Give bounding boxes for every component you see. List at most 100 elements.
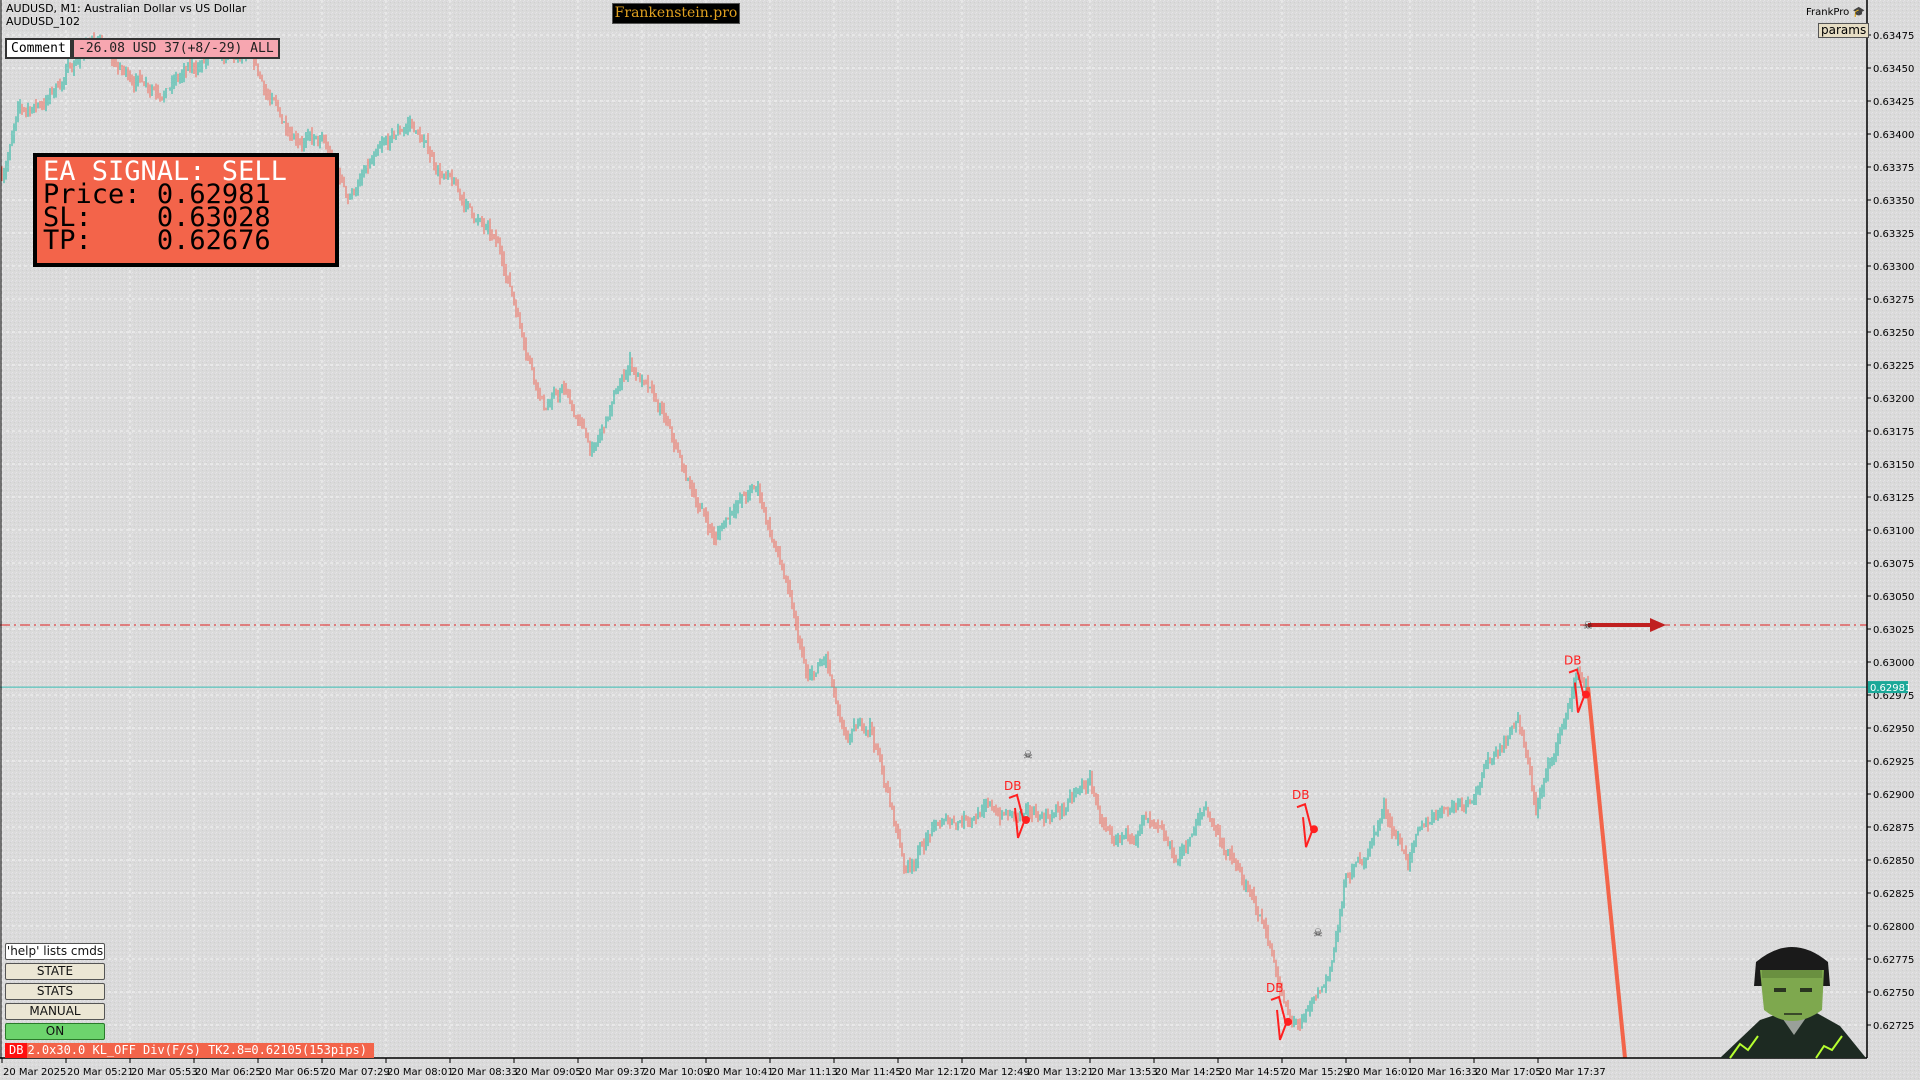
- brand-link[interactable]: Frankenstein.pro: [612, 3, 740, 24]
- sl-label: SL:: [43, 202, 92, 233]
- price-tick-label: 0.63000: [1873, 658, 1914, 669]
- time-tick-label: 20 Mar 08:01: [387, 1067, 454, 1078]
- tp-value: 0.62676: [156, 225, 271, 256]
- price-tick-label: 0.63425: [1873, 97, 1914, 108]
- state-button[interactable]: STATE: [5, 963, 105, 980]
- manual-button[interactable]: MANUAL: [5, 1003, 105, 1020]
- time-tick-label: 20 Mar 05:21: [67, 1067, 134, 1078]
- price-tick-label: 0.62800: [1873, 922, 1914, 933]
- current-price-label: 0.62981: [1870, 683, 1911, 694]
- time-tick-label: 20 Mar 13:21: [1027, 1067, 1094, 1078]
- price-tick-label: 0.63275: [1873, 295, 1914, 306]
- time-tick-label: 20 Mar 16:33: [1411, 1067, 1478, 1078]
- time-tick-label: 20 Mar 13:53: [1091, 1067, 1158, 1078]
- price-tick-label: 0.63050: [1873, 592, 1914, 603]
- symbol-line: AUDUSD, M1: Australian Dollar vs US Doll…: [6, 2, 247, 15]
- price-tick-label: 0.62875: [1873, 823, 1914, 834]
- price-tick-label: 0.63225: [1873, 361, 1914, 372]
- graduation-cap-icon: 🎓: [1852, 7, 1865, 18]
- pattern-dot: [1310, 825, 1318, 834]
- sl-arrow-head-icon: [1650, 618, 1666, 633]
- time-tick-label: 20 Mar 10:41: [707, 1067, 774, 1078]
- pattern-label: DB: [1266, 981, 1283, 995]
- price-tick-label: 0.63025: [1873, 625, 1914, 636]
- frankenstein-portrait: [1720, 947, 1866, 1059]
- params-button[interactable]: params: [1818, 23, 1870, 38]
- pattern-label: DB: [1564, 654, 1581, 668]
- pattern-dot: [1582, 690, 1590, 699]
- time-tick-label: 20 Mar 14:25: [1155, 1067, 1222, 1078]
- price-tick-label: 0.63450: [1873, 64, 1914, 75]
- price-tick-label: 0.63325: [1873, 229, 1914, 240]
- help-command-input[interactable]: 'help' lists cmds: [5, 943, 105, 960]
- price-tick-label: 0.63350: [1873, 196, 1914, 207]
- time-tick-label: 20 Mar 17:37: [1539, 1067, 1606, 1078]
- grid: [0, 0, 1867, 1058]
- status-text: 2.0x30.0 KL_OFF Div(F/S) TK2.8=0.62105(1…: [27, 1043, 368, 1057]
- price-tick-label: 0.62950: [1873, 724, 1914, 735]
- time-tick-label: 20 Mar 11:13: [771, 1067, 838, 1078]
- price-tick-label: 0.62725: [1873, 1021, 1914, 1032]
- time-tick-label: 20 Mar 12:49: [963, 1067, 1030, 1078]
- db-tag: DB: [5, 1043, 28, 1058]
- sell-trade-line: [1586, 686, 1627, 1059]
- time-tick-label: 20 Mar 08:33: [451, 1067, 518, 1078]
- skull-icon: ☠: [1313, 927, 1323, 940]
- frankpro-text: FrankPro: [1806, 7, 1850, 18]
- skull-icon: ☠: [1023, 748, 1033, 761]
- time-tick-label: 20 Mar 12:17: [899, 1067, 966, 1078]
- pnl-summary: -26.08 USD 37(+8/-29) ALL: [72, 38, 280, 59]
- ea-signal-panel: EA SIGNAL: SELL Price: 0.62981 SL: 0.630…: [33, 153, 339, 267]
- price-tick-label: 0.62825: [1873, 889, 1914, 900]
- time-tick-label: 20 Mar 09:37: [579, 1067, 646, 1078]
- pattern-dot: [1284, 1017, 1292, 1026]
- signal-price-row: Price: 0.62981: [43, 181, 335, 208]
- price-value: 0.62981: [156, 179, 271, 210]
- signal-title: EA SIGNAL: SELL: [43, 156, 287, 187]
- price-tick-label: 0.62925: [1873, 757, 1914, 768]
- time-tick-label: 20 Mar 06:57: [259, 1067, 326, 1078]
- pattern-dot: [1022, 815, 1030, 824]
- skull-icon: ☠: [1583, 619, 1593, 632]
- pattern-label: DB: [1292, 788, 1309, 802]
- price-label: Price:: [43, 179, 141, 210]
- status-bar: DB 2.0x30.0 KL_OFF Div(F/S) TK2.8=0.62105…: [5, 1043, 375, 1058]
- price-tick-label: 0.63400: [1873, 130, 1914, 141]
- signal-tp-row: TP: 0.62676: [43, 227, 335, 254]
- price-tick-label: 0.63075: [1873, 559, 1914, 570]
- time-tick-label: 20 Mar 07:29: [323, 1067, 390, 1078]
- time-tick-label: 20 Mar 15:29: [1283, 1067, 1350, 1078]
- current-price-tag: [1868, 681, 1908, 694]
- price-tick-label: 0.63200: [1873, 394, 1914, 405]
- comment-label: Comment: [5, 38, 72, 59]
- price-tick-label: 0.63100: [1873, 526, 1914, 537]
- time-tick-label: 20 Mar 10:09: [643, 1067, 710, 1078]
- price-tick-label: 0.62900: [1873, 790, 1914, 801]
- account-line: AUDUSD_102: [6, 15, 81, 28]
- frankpro-label: FrankPro 🎓: [1806, 7, 1865, 18]
- price-tick-label: 0.63475: [1873, 31, 1914, 42]
- tp-label: TP:: [43, 225, 92, 256]
- price-tick-label: 0.62750: [1873, 988, 1914, 999]
- time-tick-label: 20 Mar 14:57: [1219, 1067, 1286, 1078]
- time-tick-label: 20 Mar 16:01: [1347, 1067, 1414, 1078]
- time-tick-label: 20 Mar 09:05: [515, 1067, 582, 1078]
- price-tick-label: 0.62775: [1873, 955, 1914, 966]
- price-tick-label: 0.63150: [1873, 460, 1914, 471]
- price-tick-label: 0.63375: [1873, 163, 1914, 174]
- time-tick-label: 20 Mar 05:53: [131, 1067, 198, 1078]
- time-tick-label: 20 Mar 17:05: [1475, 1067, 1542, 1078]
- price-tick-label: 0.63300: [1873, 262, 1914, 273]
- signal-sl-row: SL: 0.63028: [43, 204, 335, 231]
- price-tick-label: 0.62975: [1873, 691, 1914, 702]
- sl-value: 0.63028: [156, 202, 271, 233]
- price-tick-label: 0.63175: [1873, 427, 1914, 438]
- pattern-label: DB: [1004, 779, 1021, 793]
- time-tick-label: 20 Mar 06:25: [195, 1067, 262, 1078]
- price-tick-label: 0.62850: [1873, 856, 1914, 867]
- price-tick-label: 0.63250: [1873, 328, 1914, 339]
- time-tick-label: 20 Mar 11:45: [835, 1067, 902, 1078]
- chart-title: AUDUSD, M1: Australian Dollar vs US Doll…: [6, 2, 246, 28]
- stats-button[interactable]: STATS: [5, 983, 105, 1000]
- on-toggle-button[interactable]: ON: [5, 1023, 105, 1040]
